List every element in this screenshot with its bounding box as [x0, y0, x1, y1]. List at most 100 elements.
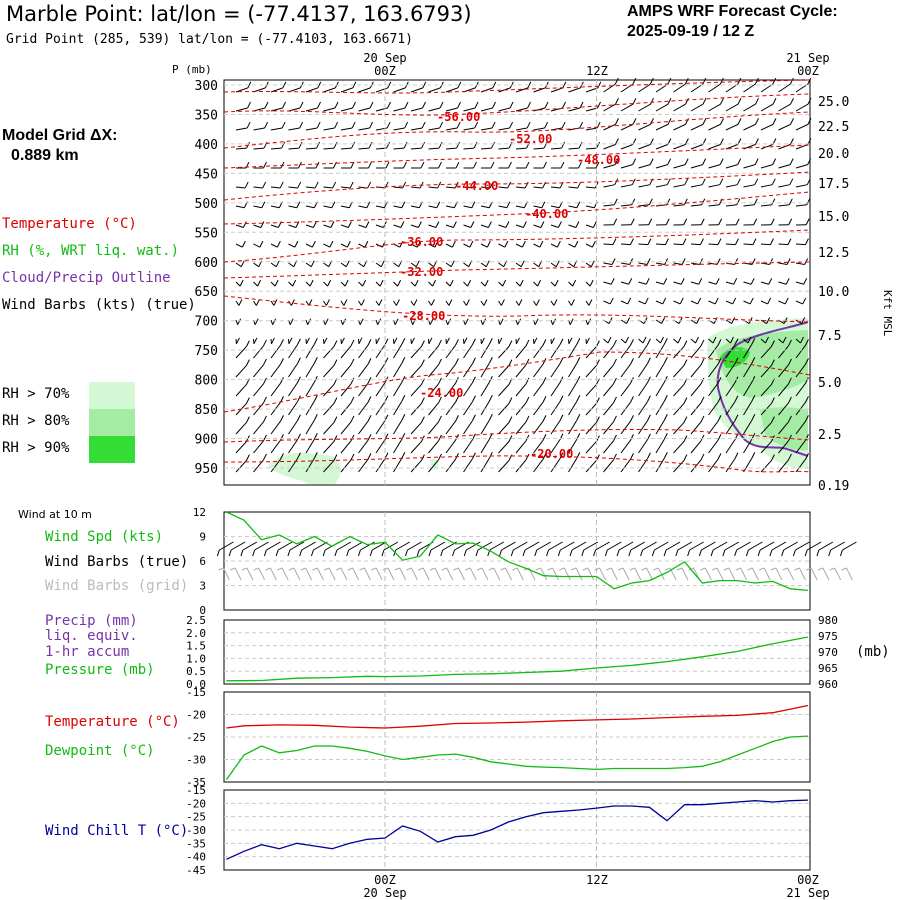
surface-wind-barb-true — [757, 541, 775, 557]
grid-point-subtitle: Grid Point (285, 539) lat/lon = (-77.410… — [6, 32, 413, 47]
wind-barb — [725, 414, 739, 435]
wind-barb — [375, 161, 390, 169]
precip-liq-label: liq. equiv. — [45, 628, 138, 644]
wind-barb — [340, 453, 355, 473]
surface-wind-barb-grid — [723, 567, 736, 581]
wind-barb — [270, 318, 277, 325]
wind-barb — [708, 415, 722, 435]
surface-wind-barb-true — [287, 541, 305, 557]
wind-barb — [463, 318, 469, 325]
windchill-panel-label: Wind Chill T (°C) — [45, 823, 189, 839]
surface-wind-barb-grid — [253, 567, 266, 581]
wind-barb — [515, 141, 531, 150]
wind-barb — [743, 158, 759, 169]
wind-barb — [463, 240, 474, 248]
wind-barb — [340, 141, 356, 150]
wind-barb — [498, 337, 503, 345]
wind-barb — [673, 336, 682, 344]
wind-barb — [533, 161, 547, 169]
wind-barb — [305, 337, 310, 345]
wind-barb — [445, 221, 457, 228]
wind-barb — [323, 299, 330, 306]
wind-barb — [690, 434, 705, 454]
surface-wind-barb-true — [816, 541, 834, 557]
wind-barb — [270, 299, 278, 306]
wind-barb — [410, 299, 418, 306]
wind-barb — [533, 81, 549, 93]
pressure-tick-label: 500 — [195, 197, 218, 212]
wind-barb — [410, 101, 426, 112]
wind-barb — [463, 337, 468, 345]
wind-barb — [638, 198, 653, 207]
wind-barb — [795, 178, 811, 188]
wind-barb — [480, 357, 493, 378]
wind-barb — [253, 337, 258, 345]
surface-wind-barb-grid — [312, 567, 324, 581]
wind-barb — [620, 158, 637, 169]
wind-barb — [568, 338, 581, 359]
wind-barb — [655, 158, 672, 169]
surface-wind-barb-true — [252, 541, 269, 557]
wind-barb — [305, 161, 320, 169]
wind-barb — [358, 337, 363, 345]
wind-barb — [393, 221, 405, 228]
wind-barb — [463, 161, 477, 169]
wind-barb — [340, 358, 355, 378]
wind-barb — [655, 98, 672, 112]
wind-barb — [585, 299, 593, 306]
wind-barb — [480, 121, 496, 131]
chart-title: Marble Point: lat/lon = (-77.4137, 163.6… — [6, 2, 472, 26]
wind-barb — [778, 77, 794, 93]
wind-barb — [445, 299, 453, 306]
wind-tick-label: 0 — [199, 604, 206, 617]
surface-wind-barb-grid — [465, 567, 477, 581]
wind-barb — [393, 395, 406, 416]
wind-barb — [533, 339, 547, 359]
surface-wind-barb-grid — [347, 567, 360, 581]
surface-wind-barb-true — [640, 541, 657, 557]
wind-barb — [498, 101, 514, 112]
wind-barb — [708, 118, 724, 131]
wind-barb — [515, 396, 530, 416]
wind-barb — [708, 77, 724, 93]
wind-barb — [708, 453, 722, 473]
surface-wind-barb-true — [228, 541, 246, 557]
wind-barb — [708, 278, 720, 285]
wind-barb — [690, 278, 703, 285]
wind-barb — [743, 336, 752, 344]
wind-barb — [253, 240, 264, 248]
wind-barb — [533, 337, 538, 345]
wind-barb — [445, 260, 455, 268]
surface-wind-barb-true — [369, 541, 387, 557]
wind-barb — [708, 98, 724, 112]
temperature-contour-label: -40.00 — [525, 207, 568, 221]
wind-barb — [498, 378, 513, 397]
wind-barb — [480, 81, 497, 93]
pressure-tick-label: 900 — [195, 433, 218, 448]
wind-barb — [515, 81, 532, 93]
wind-barb — [445, 121, 461, 131]
wind-barb — [638, 238, 652, 246]
wind-barb — [358, 339, 372, 359]
wind-barb — [603, 158, 619, 169]
wind-barb — [515, 453, 530, 473]
wind-barb — [690, 339, 705, 359]
temperature-contour-label: -28.00 — [402, 309, 445, 323]
wind-barb — [620, 98, 637, 112]
windchill-tick-label: -30 — [186, 824, 206, 837]
wind-barb — [445, 279, 454, 287]
wind-barb — [550, 452, 564, 473]
height-tick-label: 0.19 — [818, 479, 849, 494]
surface-wind-barb-true — [428, 541, 446, 557]
wind-barb — [393, 161, 407, 169]
wind-barb — [620, 238, 634, 246]
wind-barb — [550, 338, 564, 359]
wind-barb — [375, 81, 392, 93]
wind-barb — [235, 81, 252, 93]
windchill-tick-label: -15 — [186, 784, 206, 797]
wind-barb — [725, 278, 738, 285]
wind-barb — [340, 415, 355, 435]
surface-wind-barb-grid — [382, 567, 395, 581]
wind-barb — [708, 218, 723, 226]
wind-barb — [270, 121, 286, 131]
